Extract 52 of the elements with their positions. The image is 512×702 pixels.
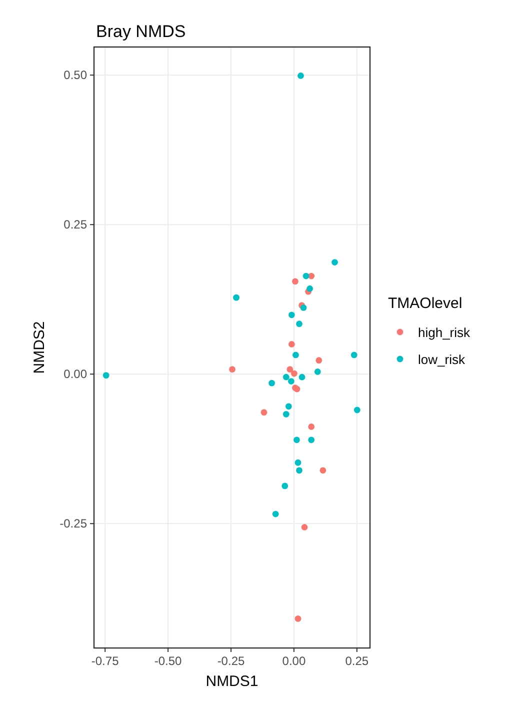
point (314, 368, 321, 375)
point (320, 467, 326, 474)
chart-title: Bray NMDS (96, 22, 186, 41)
x-axis-title: NMDS1 (206, 673, 258, 690)
point (286, 366, 294, 373)
point (282, 410, 290, 418)
point (282, 482, 288, 490)
x-tick-label: 0.25 (345, 654, 369, 668)
point (285, 403, 292, 410)
point (102, 372, 110, 379)
point (308, 272, 315, 280)
point (260, 409, 268, 416)
point (332, 259, 338, 266)
x-tick-label: -0.75 (91, 654, 120, 668)
point (233, 294, 240, 301)
point (308, 436, 315, 444)
x-tick-label: -0.25 (217, 654, 245, 668)
point (300, 304, 307, 311)
point (292, 278, 298, 285)
y-tick-label: 0.00 (64, 367, 88, 382)
point (294, 436, 300, 444)
point (268, 380, 275, 386)
point (354, 406, 360, 414)
point (296, 320, 302, 328)
point (302, 272, 310, 280)
point (292, 352, 299, 358)
y-tick-label: 0.50 (64, 68, 88, 82)
point (308, 424, 315, 430)
point (288, 312, 295, 318)
point (316, 357, 322, 364)
x-tick-label: -0.50 (154, 654, 182, 668)
point (272, 510, 279, 518)
point (306, 285, 314, 292)
y-tick-label: -0.25 (60, 516, 88, 531)
legend-label: low_risk (418, 352, 466, 367)
point (298, 72, 304, 79)
point (282, 374, 290, 380)
point (294, 616, 302, 622)
point (301, 524, 308, 530)
point (296, 467, 302, 474)
point (294, 459, 302, 466)
point (350, 352, 358, 358)
point (288, 378, 294, 384)
point (288, 341, 295, 348)
point (298, 374, 306, 380)
point (229, 366, 236, 373)
y-axis-title: NMDS2 (31, 321, 48, 374)
y-tick-label: 0.25 (64, 218, 88, 232)
legend-label: high_risk (418, 325, 471, 340)
point (291, 370, 298, 377)
legend-title: TMAOlevel (388, 295, 462, 312)
x-tick-label: 0.00 (282, 654, 306, 668)
